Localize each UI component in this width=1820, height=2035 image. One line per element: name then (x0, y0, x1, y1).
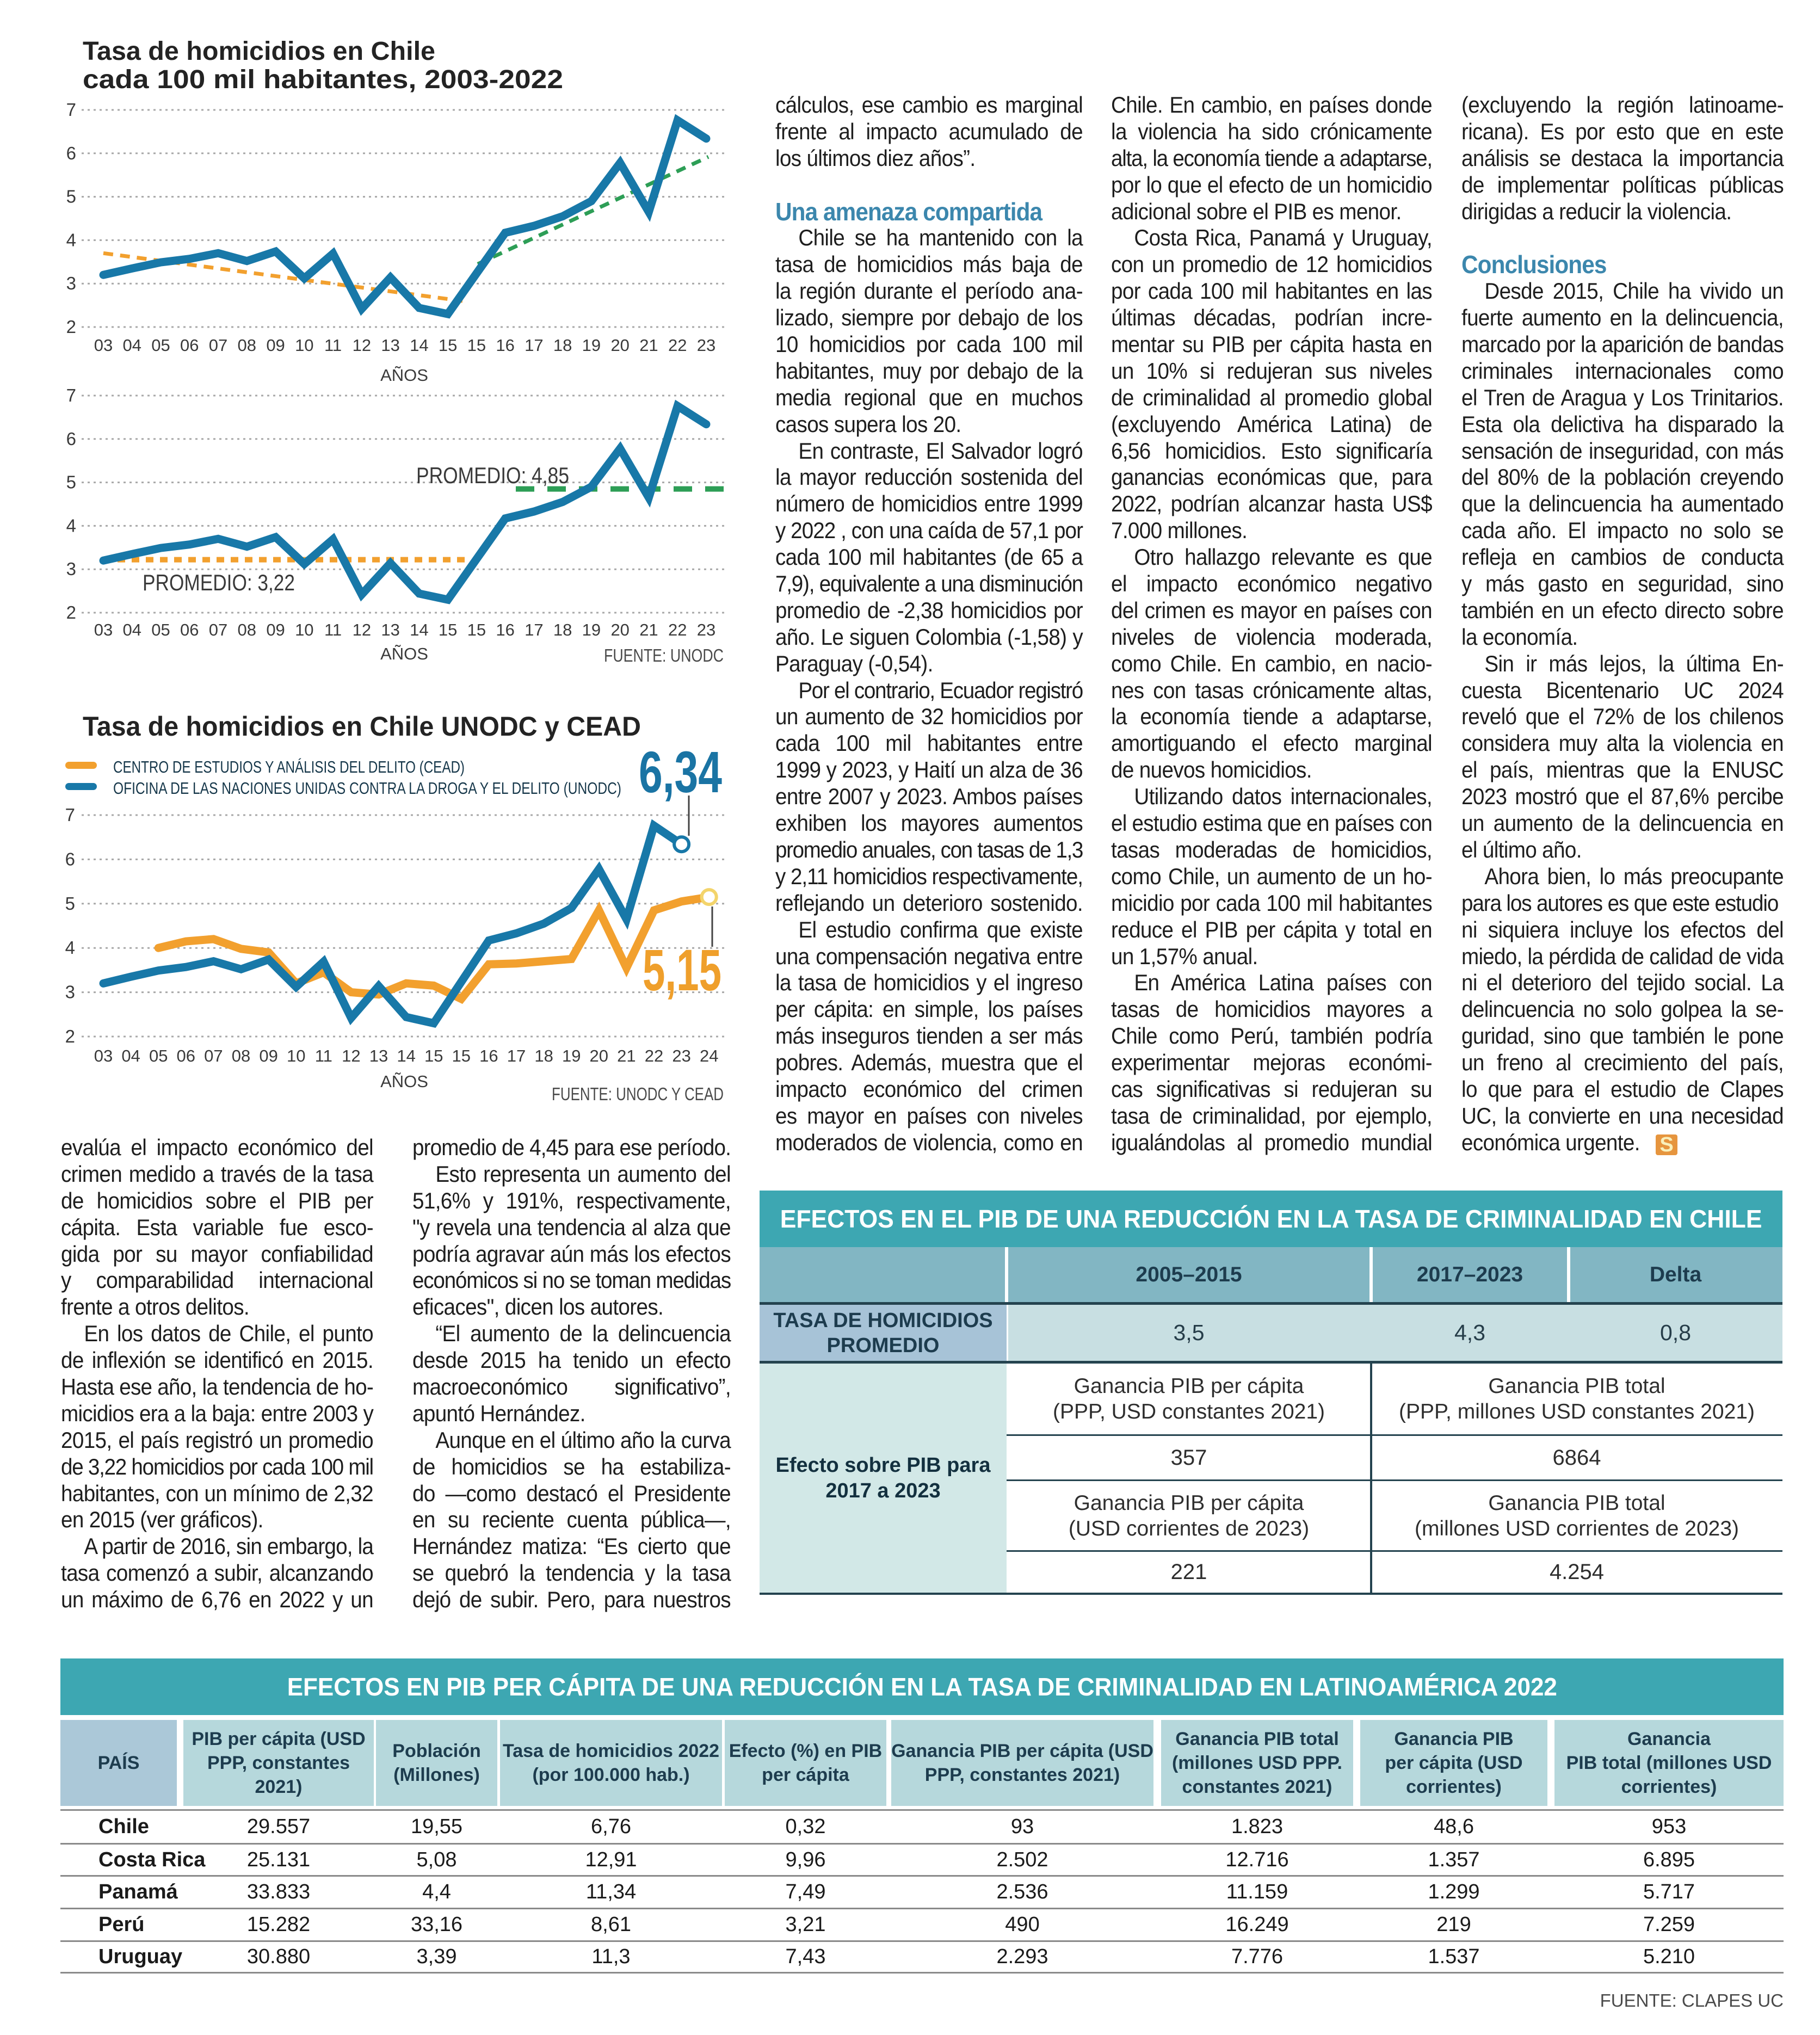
svg-text:19: 19 (582, 620, 601, 639)
svg-text:18: 18 (553, 620, 572, 639)
svg-text:23: 23 (672, 1046, 690, 1065)
svg-text:7: 7 (66, 100, 76, 120)
svg-text:09: 09 (259, 1046, 277, 1065)
svg-text:17: 17 (525, 620, 543, 639)
svg-text:6: 6 (66, 429, 76, 449)
svg-text:4: 4 (65, 938, 75, 958)
svg-text:4: 4 (66, 230, 76, 250)
svg-text:14: 14 (410, 620, 428, 639)
svg-text:10: 10 (287, 1046, 305, 1065)
svg-text:13: 13 (381, 336, 399, 355)
svg-text:10: 10 (295, 336, 313, 355)
svg-text:17: 17 (507, 1046, 526, 1065)
svg-text:Tasa de homicidios en Chile UN: Tasa de homicidios en Chile UNODC y CEAD (83, 711, 641, 742)
svg-text:7: 7 (65, 805, 75, 825)
svg-text:2: 2 (66, 317, 76, 337)
svg-text:04: 04 (123, 336, 141, 355)
svg-text:04: 04 (121, 1046, 140, 1065)
svg-text:08: 08 (238, 336, 256, 355)
svg-text:08: 08 (232, 1046, 250, 1065)
svg-text:OFICINA DE LAS NACIONES UNIDAS: OFICINA DE LAS NACIONES UNIDAS CONTRA LA… (113, 779, 621, 798)
svg-text:AÑOS: AÑOS (380, 366, 428, 385)
svg-text:3: 3 (66, 273, 76, 293)
svg-text:24: 24 (700, 1046, 718, 1065)
svg-text:13: 13 (381, 620, 399, 639)
svg-text:22: 22 (668, 620, 687, 639)
svg-text:FUENTE: UNODC Y CEAD: FUENTE: UNODC Y CEAD (552, 1084, 724, 1104)
svg-text:18: 18 (534, 1046, 553, 1065)
svg-text:07: 07 (209, 620, 227, 639)
svg-text:11: 11 (315, 1046, 332, 1065)
svg-text:21: 21 (639, 336, 658, 355)
svg-text:CENTRO DE ESTUDIOS Y ANÁLISIS: CENTRO DE ESTUDIOS Y ANÁLISIS DEL DELITO… (113, 757, 465, 776)
svg-text:10: 10 (295, 620, 313, 639)
svg-text:5: 5 (66, 472, 76, 492)
svg-text:05: 05 (151, 620, 170, 639)
svg-text:11: 11 (324, 620, 342, 639)
svg-text:15: 15 (452, 1046, 471, 1065)
svg-text:6: 6 (65, 849, 75, 869)
svg-text:7: 7 (66, 385, 76, 405)
svg-text:5,15: 5,15 (643, 937, 721, 1003)
svg-text:4: 4 (66, 515, 76, 535)
svg-text:07: 07 (204, 1046, 223, 1065)
svg-text:09: 09 (266, 336, 285, 355)
svg-text:15: 15 (439, 336, 457, 355)
svg-text:12: 12 (353, 620, 371, 639)
svg-text:16: 16 (496, 620, 514, 639)
svg-text:6,34: 6,34 (639, 739, 722, 805)
svg-text:12: 12 (342, 1046, 360, 1065)
svg-text:5: 5 (65, 893, 75, 914)
svg-text:AÑOS: AÑOS (380, 1072, 428, 1091)
svg-text:13: 13 (369, 1046, 388, 1065)
svg-text:03: 03 (94, 620, 113, 639)
svg-text:09: 09 (266, 620, 285, 639)
svg-text:11: 11 (324, 336, 342, 355)
svg-text:15: 15 (467, 336, 486, 355)
svg-text:21: 21 (617, 1046, 636, 1065)
svg-text:05: 05 (151, 336, 170, 355)
svg-text:06: 06 (180, 336, 199, 355)
svg-text:23: 23 (697, 336, 715, 355)
svg-text:AÑOS: AÑOS (380, 644, 428, 663)
svg-text:22: 22 (645, 1046, 663, 1065)
svg-text:19: 19 (562, 1046, 581, 1065)
svg-text:6: 6 (66, 143, 76, 163)
svg-text:14: 14 (410, 336, 428, 355)
svg-text:20: 20 (610, 620, 629, 639)
svg-text:07: 07 (209, 336, 227, 355)
svg-text:3: 3 (66, 559, 76, 579)
svg-text:FUENTE: UNODC: FUENTE: UNODC (604, 645, 724, 665)
svg-text:20: 20 (610, 336, 629, 355)
svg-text:17: 17 (525, 336, 543, 355)
svg-text:23: 23 (697, 620, 715, 639)
svg-text:2: 2 (66, 602, 76, 622)
svg-text:18: 18 (553, 336, 572, 355)
svg-text:20: 20 (590, 1046, 608, 1065)
svg-text:15: 15 (467, 620, 486, 639)
svg-text:21: 21 (639, 620, 658, 639)
svg-text:PROMEDIO: 4,85: PROMEDIO: 4,85 (416, 462, 569, 488)
svg-text:5: 5 (66, 187, 76, 207)
svg-text:Tasa de homicidios en Chile: Tasa de homicidios en Chile (83, 37, 435, 66)
svg-text:16: 16 (479, 1046, 498, 1065)
svg-text:3: 3 (65, 982, 75, 1002)
svg-text:08: 08 (238, 620, 256, 639)
svg-text:19: 19 (582, 336, 601, 355)
svg-text:04: 04 (123, 620, 141, 639)
svg-text:cada 100 mil habitantes, 2003-: cada 100 mil habitantes, 2003-2022 (83, 65, 563, 94)
svg-text:05: 05 (149, 1046, 168, 1065)
svg-text:06: 06 (180, 620, 199, 639)
svg-text:15: 15 (424, 1046, 443, 1065)
svg-text:03: 03 (94, 1046, 113, 1065)
svg-text:16: 16 (496, 336, 514, 355)
svg-text:03: 03 (94, 336, 113, 355)
svg-text:06: 06 (177, 1046, 195, 1065)
svg-text:2: 2 (65, 1026, 75, 1046)
svg-text:22: 22 (668, 336, 687, 355)
svg-text:15: 15 (439, 620, 457, 639)
svg-text:14: 14 (397, 1046, 415, 1065)
svg-text:12: 12 (353, 336, 371, 355)
svg-text:PROMEDIO: 3,22: PROMEDIO: 3,22 (143, 570, 295, 595)
